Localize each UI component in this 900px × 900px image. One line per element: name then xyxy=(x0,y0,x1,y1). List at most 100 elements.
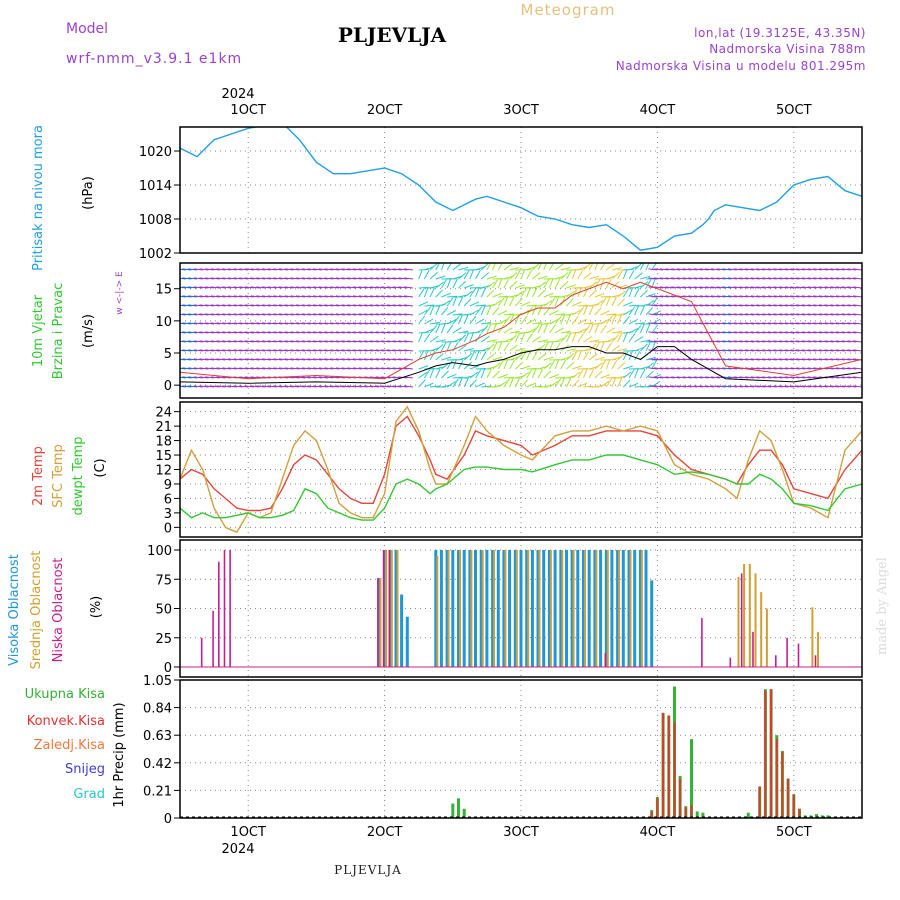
cloud-bar xyxy=(531,550,534,667)
cloud-bar xyxy=(595,550,597,667)
cloud-bar xyxy=(641,550,643,667)
precip-unit: 1hr Precip (mm) xyxy=(112,702,127,807)
wind-arrow xyxy=(504,328,512,333)
wind-arrow xyxy=(532,369,536,378)
wind-arrow xyxy=(532,336,540,342)
wind-arrow xyxy=(171,359,180,360)
bottom-tick-label: 5OCT xyxy=(776,825,812,840)
wind-arrow xyxy=(171,296,180,297)
wind-arrow xyxy=(555,360,559,369)
wind-arrow xyxy=(419,380,426,387)
cloud-bar xyxy=(451,550,454,667)
temp-ytick-label: 0 xyxy=(164,521,172,536)
wind-arrow xyxy=(584,369,588,378)
precip-bar xyxy=(759,787,761,819)
wind-arrow xyxy=(618,378,622,387)
wind-arrow xyxy=(521,372,529,378)
wind-arrow xyxy=(171,332,180,333)
cloud-bar xyxy=(610,550,613,667)
wind-arrow xyxy=(555,279,560,288)
wind-arrow xyxy=(487,290,494,297)
cloud-ylabel-a: Visoka Oblacnost xyxy=(7,554,22,666)
cloud-bar xyxy=(766,609,768,668)
temp-ylabel-a: 2m Temp xyxy=(31,446,46,506)
wind-arrow xyxy=(493,279,498,288)
wind-arrow xyxy=(595,371,602,378)
wind-arrow xyxy=(566,362,574,369)
wind-arrow xyxy=(464,270,469,279)
temp-ytick-label: 6 xyxy=(164,492,172,507)
wind-arrow xyxy=(561,281,568,288)
temp-ytick-label: 21 xyxy=(155,420,172,435)
wind-arrow xyxy=(618,315,622,324)
wind-arrow xyxy=(424,351,434,352)
precip-bar xyxy=(457,798,460,818)
cloud-bar xyxy=(201,638,203,667)
wind-arrow xyxy=(640,290,647,297)
cloud-bar xyxy=(576,550,579,667)
wind-arrow xyxy=(436,324,440,333)
wind-arrow xyxy=(493,371,500,378)
cloud-bar xyxy=(497,550,500,667)
pressure-ylabels: Pritisak na nivou mora (hPa) xyxy=(31,125,96,271)
wind-arrow xyxy=(521,270,525,279)
wind-arrow xyxy=(623,269,633,270)
temp-ytick-label: 3 xyxy=(164,507,172,522)
cloud-ytick-label: 100 xyxy=(147,544,172,559)
cloud-bar xyxy=(474,550,477,667)
wind-arrow xyxy=(572,270,576,279)
wind-arrow xyxy=(618,363,626,370)
cloud-bar xyxy=(493,550,495,667)
wind-arrow xyxy=(612,360,617,369)
wind-arrow xyxy=(171,377,180,378)
wind-arrow xyxy=(612,297,616,306)
precip-bar xyxy=(747,813,750,818)
wind-arrow xyxy=(464,299,471,306)
wind-arrow xyxy=(601,342,605,351)
cloud-bar xyxy=(554,550,557,667)
wind-arrow xyxy=(458,297,462,306)
wind-arrow xyxy=(561,360,566,369)
wind-arrow xyxy=(589,306,593,315)
wind-arrow xyxy=(493,307,499,315)
wind-arrow xyxy=(527,288,531,297)
cloud-bar xyxy=(485,550,488,667)
wind-panel: 051015 xyxy=(155,261,900,398)
wind-arrow xyxy=(572,333,576,342)
wind-arrow xyxy=(635,273,643,279)
wind-arrow xyxy=(572,372,580,378)
wind-arrow xyxy=(447,325,453,333)
cloud-bar xyxy=(607,550,609,667)
precip-bar xyxy=(770,689,772,818)
precip-bar xyxy=(662,713,664,818)
temp-ytick-label: 18 xyxy=(155,435,172,450)
cloud-bar xyxy=(389,550,391,667)
model-label: Model xyxy=(66,21,108,37)
wind-arrow xyxy=(430,369,434,378)
wind-arrow xyxy=(629,370,634,379)
cloud-bar xyxy=(463,550,466,667)
temp-ylabels: 2m Temp SFC Temp dewpt Temp (C) xyxy=(31,436,108,515)
cloud-bar xyxy=(448,550,450,667)
cloud-bar xyxy=(645,550,648,667)
cloud-bar xyxy=(212,611,214,667)
wind-arrow xyxy=(419,316,425,324)
top-year-label: 2024 xyxy=(221,87,254,102)
wind-arrow xyxy=(441,342,446,351)
wind-arrow xyxy=(640,324,644,333)
wind-arrow xyxy=(589,290,596,297)
wind-arrow xyxy=(544,307,550,315)
cloud-bar xyxy=(218,562,220,667)
wind-arrow xyxy=(441,324,445,333)
cloud-bar xyxy=(817,632,819,667)
wind-arrow xyxy=(544,261,548,270)
wind-arrow xyxy=(549,360,554,369)
wind-arrow xyxy=(453,264,461,270)
precip-ytick-label: 0.63 xyxy=(143,729,172,744)
wind-arrow xyxy=(487,306,491,315)
pressure-ytick-label: 1008 xyxy=(139,213,172,228)
bottom-tick-label: 3OCT xyxy=(503,825,539,840)
wind-arrow xyxy=(419,270,423,279)
product-title: Meteogram xyxy=(521,1,616,19)
wind-arrow xyxy=(498,360,503,369)
